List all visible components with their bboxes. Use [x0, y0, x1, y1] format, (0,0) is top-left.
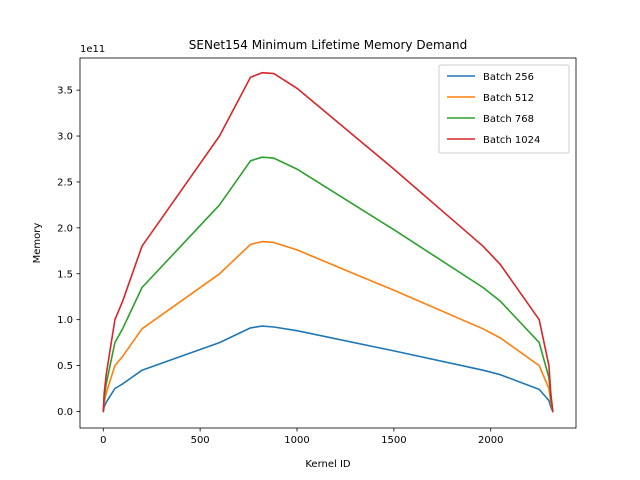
- x-tick-label: 2000: [478, 435, 503, 446]
- x-tick-label: 1000: [284, 435, 309, 446]
- series-lines: [102, 71, 554, 413]
- series-line-4: [102, 71, 554, 413]
- y-tick-label: 1.0: [57, 315, 73, 326]
- y-tick-label: 3.5: [57, 86, 73, 97]
- legend-label: Batch 512: [483, 93, 534, 104]
- y-tick-label: 0.5: [57, 361, 73, 372]
- x-tick-label: 500: [191, 435, 210, 446]
- y-tick-label: 0.0: [57, 407, 73, 418]
- legend-label: Batch 1024: [483, 135, 540, 146]
- legend-label: Batch 256: [483, 72, 534, 83]
- plot-area-frame: [79, 57, 577, 429]
- tick-marks: 0 500 1000 1500 2000 0.0 0.5 1.0 1.5 2.0 2.5 3.0 3.5: [57, 86, 503, 446]
- series-line-2: [102, 240, 554, 413]
- x-tick-label: 0: [100, 435, 106, 446]
- series-line-1: [102, 325, 554, 413]
- y-tick-label: 1.5: [57, 269, 73, 280]
- y-tick-label: 3.0: [57, 132, 73, 143]
- series-line-3: [102, 156, 554, 413]
- x-axis-label: Kernel ID: [305, 459, 351, 470]
- y-tick-label: 2.5: [57, 177, 73, 188]
- legend-box: [438, 64, 570, 154]
- legend-label: Batch 768: [483, 114, 534, 125]
- chart-title: SENet154 Minimum Lifetime Memory Demand: [189, 38, 467, 52]
- x-tick-label: 1500: [381, 435, 406, 446]
- y-axis-offset-label: 1e11: [80, 44, 105, 55]
- legend: Batch 256 Batch 512 Batch 768 Batch 1024: [438, 64, 570, 154]
- y-tick-label: 2.0: [57, 223, 73, 234]
- y-axis-label: Memory: [32, 223, 43, 264]
